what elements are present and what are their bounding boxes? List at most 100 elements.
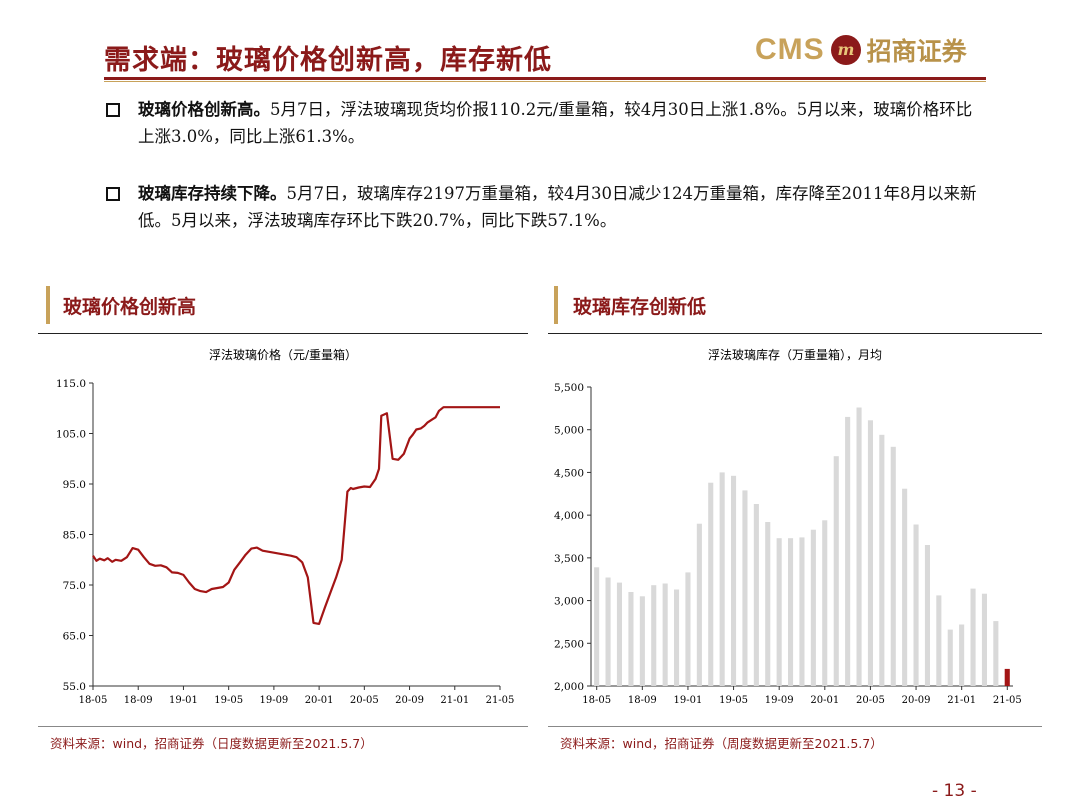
header-divider-gold (104, 81, 986, 82)
logo-chinese-name: 招商证券 (866, 37, 967, 66)
right-chart-bottom-rule (548, 726, 1042, 727)
bullet-inventory: 玻璃库存持续下降。5月7日，玻璃库存2197万重量箱，较4月30日减少124万重… (104, 180, 984, 234)
y-tick-label: 85.0 (63, 530, 86, 542)
inventory-bar (776, 538, 782, 686)
inventory-bar (810, 529, 816, 686)
price-series-line (92, 406, 500, 625)
x-tick-label: 20-01 (305, 695, 334, 706)
inventory-bar (753, 504, 759, 686)
bullet-body: 5月7日，玻璃库存2197万重量箱，较4月30日减少124万重量箱，库存降至20… (138, 184, 977, 230)
x-tick-label: 19-01 (674, 695, 703, 706)
y-tick-label: 4,500 (554, 467, 584, 479)
x-tick-label: 19-09 (765, 695, 794, 706)
x-tick-label: 19-01 (169, 695, 198, 706)
y-tick-label: 95.0 (63, 479, 86, 491)
inventory-bar (959, 624, 965, 686)
inventory-bar (662, 583, 668, 686)
y-tick-label: 115.0 (56, 378, 86, 390)
logo-cms-text: CMS (755, 33, 825, 66)
inventory-bar (685, 572, 691, 686)
inventory-bar (742, 490, 748, 686)
x-tick-label: 20-05 (856, 695, 885, 706)
section-accent-bar (46, 286, 50, 324)
chart-title: 浮法玻璃价格（元/重量箱） (209, 347, 357, 362)
inventory-bar (947, 629, 953, 686)
y-tick-label: 4,000 (554, 510, 584, 522)
x-tick-label: 21-01 (947, 695, 976, 706)
x-tick-label: 19-05 (214, 695, 243, 706)
x-tick-label: 19-05 (719, 695, 748, 706)
inventory-bar (890, 446, 896, 686)
inventory-bar (616, 582, 622, 686)
inventory-bar (765, 522, 771, 686)
x-tick-label: 18-05 (79, 695, 108, 706)
chart-title: 浮法玻璃库存（万重量箱），月均 (708, 347, 882, 362)
inventory-bar (913, 524, 919, 686)
x-tick-label: 21-05 (993, 695, 1022, 706)
inventory-bar (981, 593, 987, 686)
left-section-title: 玻璃价格创新高 (63, 296, 197, 318)
inventory-bar (845, 416, 851, 686)
x-tick-label: 18-09 (124, 695, 153, 706)
inventory-bar (879, 434, 885, 686)
svg-text:m: m (837, 40, 854, 59)
x-tick-label: 20-09 (902, 695, 931, 706)
inventory-bar (788, 538, 794, 686)
inventory-bar (833, 456, 839, 686)
logo-seal-icon: m (830, 35, 861, 65)
bullet-body: 5月7日，浮法玻璃现货均价报110.2元/重量箱，较4月30日上涨1.8%。5月… (138, 100, 973, 146)
x-tick-label: 20-01 (810, 695, 839, 706)
y-tick-label: 3,500 (554, 553, 584, 565)
inventory-bar (708, 482, 714, 686)
bullet-lead: 玻璃价格创新高。 (138, 100, 270, 119)
inventory-bar (719, 472, 725, 686)
y-tick-label: 5,000 (554, 425, 584, 437)
inventory-bar (1004, 668, 1010, 686)
x-tick-label: 20-09 (395, 695, 424, 706)
inventory-bar (822, 520, 828, 686)
inventory-bar (856, 407, 862, 686)
x-tick-label: 18-09 (628, 695, 657, 706)
left-section-rule (38, 333, 528, 334)
x-tick-label: 21-01 (440, 695, 469, 706)
inventory-bar (924, 545, 930, 686)
inventory-bar-chart: 浮法玻璃库存（万重量箱），月均 2,000 2,500 3,000 3,500 4,000… (554, 347, 1022, 706)
inventory-bar (605, 577, 611, 686)
inventory-bar (731, 475, 737, 686)
x-tick-label: 20-05 (350, 695, 379, 706)
left-chart-bottom-rule (38, 726, 528, 727)
y-tick-label: 2,000 (554, 681, 584, 693)
inventory-bar (651, 585, 657, 686)
page-number: - 13 - (932, 781, 977, 801)
y-tick-label: 3,000 (554, 596, 584, 608)
right-section-rule (548, 333, 1042, 334)
y-tick-label: 65.0 (63, 631, 86, 643)
inventory-bar (628, 592, 634, 686)
inventory-bar (970, 588, 976, 686)
bullet-price: 玻璃价格创新高。5月7日，浮法玻璃现货均价报110.2元/重量箱，较4月30日上… (104, 96, 984, 150)
bullet-square-icon (106, 103, 120, 117)
inventory-bar (674, 589, 680, 686)
inventory-bar (799, 537, 805, 686)
bullet-square-icon (106, 187, 120, 201)
inventory-bar (936, 595, 942, 686)
y-tick-label: 75.0 (63, 580, 86, 592)
header-divider (104, 77, 986, 80)
bullet-lead: 玻璃库存持续下降。 (138, 184, 287, 203)
left-source-note: 资料来源：wind，招商证券（日度数据更新至2021.5.7） (50, 736, 373, 751)
page-title: 需求端：玻璃价格创新高，库存新低 (104, 45, 552, 76)
inventory-bar (993, 621, 999, 686)
inventory-bar (594, 567, 600, 686)
price-line-chart: 浮法玻璃价格（元/重量箱） 55.0 65.0 75.0 85.0 95.0 105.0 11… (56, 347, 515, 706)
inventory-bar (867, 420, 873, 686)
x-tick-label: 21-05 (486, 695, 515, 706)
y-tick-label: 2,500 (554, 638, 584, 650)
right-source-note: 资料来源：wind，招商证券（周度数据更新至2021.5.7） (560, 736, 883, 751)
x-tick-label: 18-05 (582, 695, 611, 706)
y-tick-label: 5,500 (554, 382, 584, 394)
x-tick-label: 19-09 (259, 695, 288, 706)
inventory-bar (902, 488, 908, 686)
y-tick-label: 55.0 (63, 681, 86, 693)
brand-logo: CMS m 招商证券 (755, 30, 967, 70)
section-accent-bar (554, 286, 558, 324)
